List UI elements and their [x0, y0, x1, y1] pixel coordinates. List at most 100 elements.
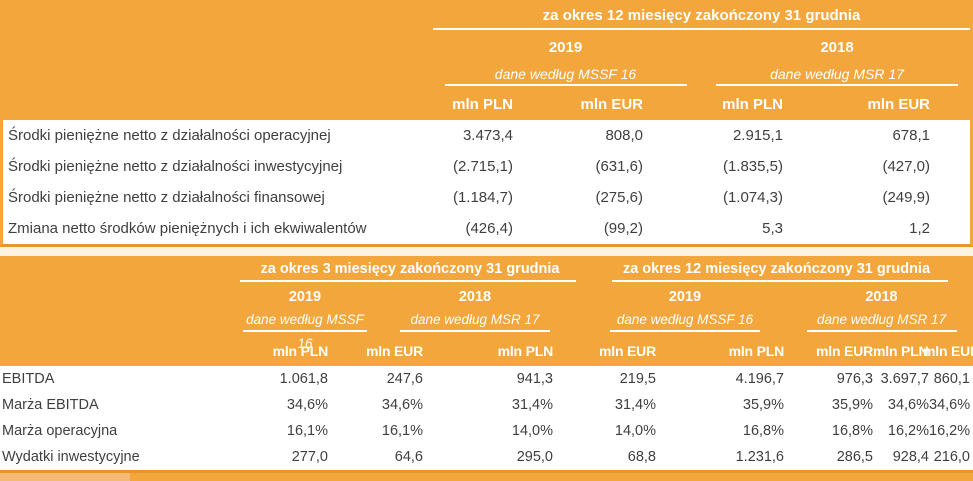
row-label: Marża operacyjna: [2, 423, 118, 439]
cell-value: 3.473,4: [462, 127, 513, 144]
unit-header-mln-eur: mln EUR: [366, 343, 423, 359]
cell-value: 34,6%: [286, 397, 328, 413]
next-table-band-sliver: [0, 473, 973, 481]
year-label-2018: 2018: [458, 289, 492, 305]
cell-value: (99,2): [603, 220, 643, 237]
unit-header-mln-eur: mln EUR: [580, 96, 643, 113]
period-header-3m: za okres 3 miesięcy zakończony 31 grudni…: [260, 261, 560, 277]
standard-underline: [400, 330, 550, 332]
cell-value: 247,6: [386, 371, 423, 387]
cell-value: 34,6%: [887, 397, 929, 413]
year-label-2018: 2018: [820, 39, 854, 56]
cell-value: 216,0: [933, 449, 970, 465]
header-underline: [240, 280, 576, 282]
table-row: EBITDA 1.061,8 247,6 941,3 219,5 4.196,7…: [0, 366, 973, 392]
next-table-band-sliver-light: [0, 473, 130, 481]
cell-value: 16,2%: [887, 423, 929, 439]
cell-value: (427,0): [882, 158, 930, 175]
row-label: Wydatki inwestycyjne: [2, 449, 140, 465]
table-row: Wydatki inwestycyjne 277,0 64,6 295,0 68…: [0, 444, 973, 470]
header-underline: [433, 28, 970, 30]
unit-header-mln-pln: mln PLN: [728, 343, 785, 359]
row-label: Zmiana netto środków pieniężnych i ich e…: [8, 220, 367, 237]
standard-underline: [444, 84, 687, 86]
standard-underline: [716, 84, 958, 86]
cell-value: 286,5: [836, 449, 873, 465]
cell-value: 295,0: [516, 449, 553, 465]
standard-label-msr17: dane według MSR 17: [410, 312, 540, 327]
table-row: Środki pieniężne netto z działalności fi…: [3, 182, 970, 213]
cell-value: 4.196,7: [735, 371, 784, 387]
cell-value: 34,6%: [381, 397, 423, 413]
standard-label-msr17: dane według MSR 17: [816, 312, 947, 327]
cell-value: 941,3: [516, 371, 553, 387]
standard-underline: [242, 330, 368, 332]
period-header-12m: za okres 12 miesięcy zakończony 31 grudn…: [622, 261, 931, 277]
table-row: Środki pieniężne netto z działalności in…: [3, 151, 970, 182]
cell-value: 3.697,7: [880, 371, 929, 387]
unit-header-mln-pln: mln PLN: [873, 343, 929, 359]
table-row: Marża EBITDA 34,6% 34,6% 31,4% 31,4% 35,…: [0, 392, 973, 418]
cell-value: 31,4%: [511, 397, 553, 413]
cell-value: (426,4): [465, 220, 513, 237]
cell-value: (2.715,1): [452, 158, 513, 175]
cell-value: 16,8%: [742, 423, 784, 439]
cash-flow-table-header: za okres 12 miesięcy zakończony 31 grudn…: [0, 0, 973, 120]
unit-header-mln-pln: mln PLN: [497, 343, 554, 359]
standard-underline: [610, 330, 760, 332]
cell-value: 277,0: [291, 449, 328, 465]
row-label: Środki pieniężne netto z działalności op…: [8, 127, 331, 144]
standard-label-msr17: dane według MSR 17: [770, 66, 904, 82]
cell-value: 808,0: [605, 127, 643, 144]
ebitda-table-body: EBITDA 1.061,8 247,6 941,3 219,5 4.196,7…: [0, 366, 973, 473]
ebitda-table-header: za okres 3 miesięcy zakończony 31 grudni…: [0, 256, 973, 366]
standard-label-mssf16: dane według MSSF 16: [494, 66, 637, 82]
cell-value: (1.074,3): [722, 189, 783, 206]
cell-value: 16,1%: [286, 423, 328, 439]
unit-header-mln-eur: mln EUR: [923, 343, 973, 359]
unit-header-mln-pln: mln PLN: [272, 343, 329, 359]
cell-value: 1.231,6: [735, 449, 784, 465]
cell-value: 16,8%: [831, 423, 873, 439]
row-label: Środki pieniężne netto z działalności fi…: [8, 189, 325, 206]
cell-value: 31,4%: [614, 397, 656, 413]
cell-value: 860,1: [933, 371, 970, 387]
cash-flow-table-body: Środki pieniężne netto z działalności op…: [0, 120, 973, 247]
standard-label-mssf16: dane według MSSF 16: [616, 312, 754, 327]
cell-value: (249,9): [882, 189, 930, 206]
row-label: Środki pieniężne netto z działalności in…: [8, 158, 343, 175]
unit-header-mln-pln: mln PLN: [452, 96, 513, 113]
cell-value: 35,9%: [831, 397, 873, 413]
year-label-2019: 2019: [288, 289, 322, 305]
cell-value: 16,2%: [929, 423, 971, 439]
unit-header-mln-eur: mln EUR: [867, 96, 930, 113]
cell-value: 219,5: [619, 371, 656, 387]
cell-value: 64,6: [394, 449, 423, 465]
unit-header-mln-eur: mln EUR: [599, 343, 656, 359]
cell-value: 16,1%: [381, 423, 423, 439]
cell-value: 678,1: [892, 127, 930, 144]
year-label-2019: 2019: [548, 39, 583, 56]
cell-value: 68,8: [627, 449, 656, 465]
cell-value: 1.061,8: [279, 371, 328, 387]
cell-value: 2.915,1: [732, 127, 783, 144]
period-header: za okres 12 miesięcy zakończony 31 grudn…: [542, 7, 861, 24]
row-label: EBITDA: [2, 371, 55, 387]
table-row: Zmiana netto środków pieniężnych i ich e…: [3, 213, 970, 244]
cell-value: 1,2: [909, 220, 930, 237]
unit-header-mln-pln: mln PLN: [722, 96, 783, 113]
standard-underline: [806, 330, 957, 332]
cell-value: 14,0%: [511, 423, 553, 439]
row-label: Marża EBITDA: [2, 397, 99, 413]
cell-value: 928,4: [892, 449, 929, 465]
header-underline: [612, 280, 948, 282]
cell-value: 35,9%: [742, 397, 784, 413]
year-label-2018: 2018: [865, 289, 898, 305]
year-label-2019: 2019: [668, 289, 702, 305]
cell-value: (1.835,5): [722, 158, 783, 175]
cell-value: 5,3: [762, 220, 783, 237]
cell-value: (631,6): [595, 158, 643, 175]
cell-value: (275,6): [595, 189, 643, 206]
standard-label-mssf16: dane według MSSF 16: [246, 312, 364, 351]
